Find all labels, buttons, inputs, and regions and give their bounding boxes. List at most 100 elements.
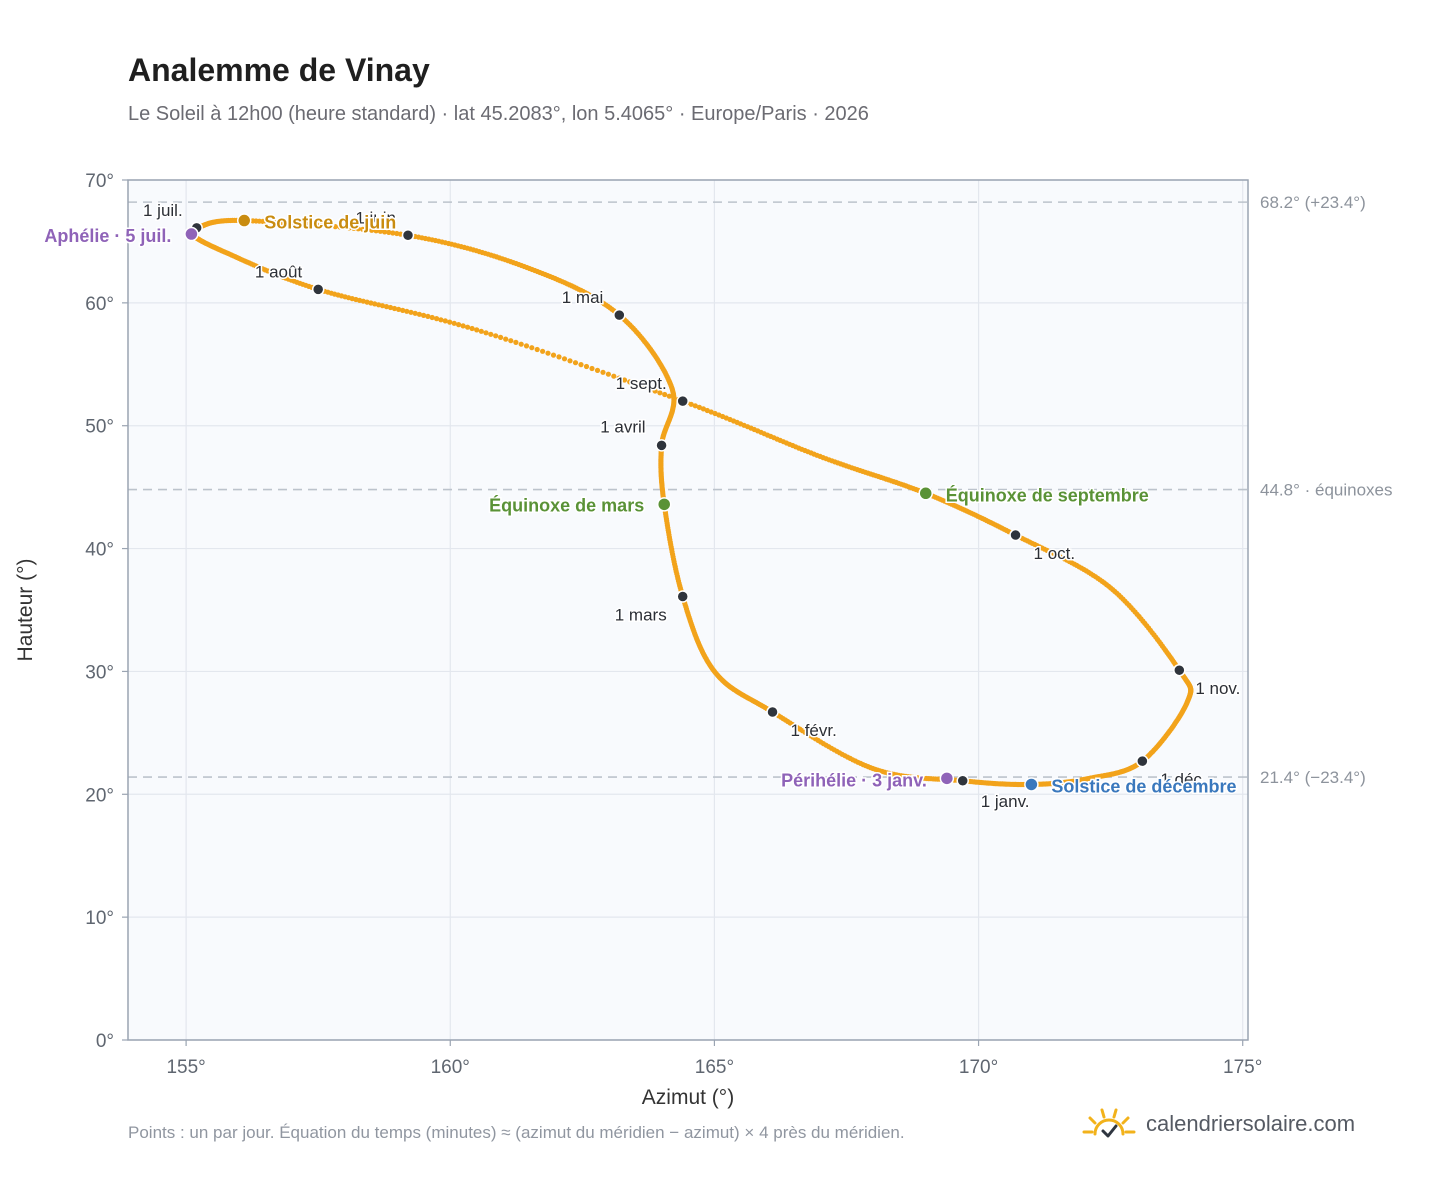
daily-point xyxy=(271,219,277,225)
month-marker-label: 1 mars xyxy=(615,605,667,624)
month-marker-label: 1 nov. xyxy=(1195,679,1240,698)
plot-frame xyxy=(127,179,1249,1041)
daily-point xyxy=(662,391,668,398)
month-marker-dot xyxy=(1173,663,1186,677)
x-axis-ticks: 155° 160° 165° 170° 175° xyxy=(166,1040,1262,1078)
daily-point xyxy=(561,356,568,362)
y-tick-label: 40° xyxy=(85,540,114,561)
event-marker-dot xyxy=(236,213,252,228)
daily-point xyxy=(688,401,694,407)
event-marker-dot xyxy=(939,771,955,786)
daily-point xyxy=(404,308,410,314)
daily-point xyxy=(390,230,396,236)
reference-line-label: 68.2° (+23.4°) xyxy=(1260,193,1366,212)
event-marker-label: Aphélie · 5 juil. xyxy=(44,226,171,246)
daily-point xyxy=(692,403,698,409)
daily-point xyxy=(583,363,590,370)
y-axis-ticks: 0° 10° 20° 30° 40° 50° 60° 70° xyxy=(85,171,128,1052)
daily-point xyxy=(671,395,677,401)
daily-point xyxy=(572,360,579,366)
brand[interactable]: calendriersolaire.com xyxy=(1082,1104,1355,1144)
daily-point xyxy=(700,406,707,412)
chart-subtitle: Le Soleil à 12h00 (heure standard) · lat… xyxy=(128,103,869,125)
daily-point xyxy=(647,386,653,392)
daily-point xyxy=(465,324,471,330)
daily-point xyxy=(621,377,628,383)
daily-point xyxy=(360,226,366,232)
daily-point xyxy=(657,390,663,396)
daily-point xyxy=(364,227,370,233)
x-tick-label: 155° xyxy=(166,1057,205,1078)
daily-point xyxy=(704,407,710,414)
month-marker-label: 1 août xyxy=(255,262,303,281)
daily-point xyxy=(696,404,703,410)
y-axis-label: Hauteur (°) xyxy=(14,559,37,662)
daily-point xyxy=(616,375,622,381)
daily-point xyxy=(421,312,427,318)
x-tick-label: 165° xyxy=(695,1057,734,1078)
daily-points xyxy=(186,217,1194,788)
daily-point xyxy=(503,336,509,342)
month-marker-dot xyxy=(766,705,779,719)
month-marker-dot xyxy=(613,308,626,322)
daily-point xyxy=(314,222,320,228)
daily-point xyxy=(332,224,338,230)
month-marker-label: 1 juil. xyxy=(143,201,183,220)
event-marker-label: Équinoxe de septembre xyxy=(946,484,1149,505)
daily-point xyxy=(416,311,422,317)
event-marker-label: Équinoxe de mars xyxy=(489,494,644,515)
daily-point xyxy=(442,318,448,324)
y-tick-label: 70° xyxy=(85,171,114,192)
daily-point xyxy=(540,348,546,354)
month-marker-dot xyxy=(655,439,668,452)
daily-point xyxy=(451,320,457,326)
daily-point xyxy=(632,381,638,387)
daily-point xyxy=(275,219,281,225)
y-tick-label: 60° xyxy=(85,294,114,315)
daily-point xyxy=(627,379,633,385)
daily-point xyxy=(589,365,595,372)
daily-point xyxy=(534,346,540,353)
daily-point xyxy=(478,328,484,334)
daily-point xyxy=(373,228,379,234)
daily-point xyxy=(372,301,378,307)
reference-lines: 68.2° (+23.4°) 44.8° · équinoxes 21.4° (−2… xyxy=(128,193,1393,787)
daily-point xyxy=(550,352,557,358)
daily-point xyxy=(438,317,444,323)
footnote: Points : un par jour. Équation du temps … xyxy=(128,1123,905,1142)
daily-point xyxy=(412,310,418,316)
daily-point xyxy=(346,225,352,231)
daily-point xyxy=(394,230,400,237)
event-marker-label: Solstice de juin xyxy=(264,213,396,233)
daily-point xyxy=(309,222,315,228)
month-marker-label: 1 avril xyxy=(600,417,645,436)
daily-point xyxy=(605,371,612,377)
month-marker-label: 1 sept. xyxy=(616,374,667,393)
daily-point xyxy=(267,219,273,225)
daily-point xyxy=(323,223,329,229)
chart-title: Analemme de Vinay xyxy=(128,52,430,88)
daily-point xyxy=(460,323,466,329)
daily-point xyxy=(529,345,535,351)
daily-point xyxy=(708,409,714,415)
x-axis-label: Azimut (°) xyxy=(642,1086,734,1109)
daily-point xyxy=(508,338,514,344)
event-marker-label: Solstice de décembre xyxy=(1051,776,1236,796)
month-marker-label: 1 janv. xyxy=(981,792,1030,811)
daily-point xyxy=(386,229,392,235)
daily-point xyxy=(379,303,386,309)
event-markers: Solstice de juin Aphélie · 5 juil. Équinox… xyxy=(43,211,1238,798)
y-tick-label: 30° xyxy=(85,662,114,683)
event-marker-dot xyxy=(184,226,199,242)
y-tick-label: 0° xyxy=(96,1031,114,1052)
daily-point xyxy=(383,304,390,310)
daily-point xyxy=(474,327,480,333)
daily-point xyxy=(545,350,551,356)
daily-point xyxy=(305,221,311,227)
daily-point xyxy=(567,358,573,364)
month-marker-label: 1 juin xyxy=(355,208,396,227)
daily-point xyxy=(488,331,494,337)
daily-point xyxy=(337,224,343,230)
reference-line-label: 44.8° · équinoxes xyxy=(1260,481,1393,500)
daily-point xyxy=(318,222,325,228)
